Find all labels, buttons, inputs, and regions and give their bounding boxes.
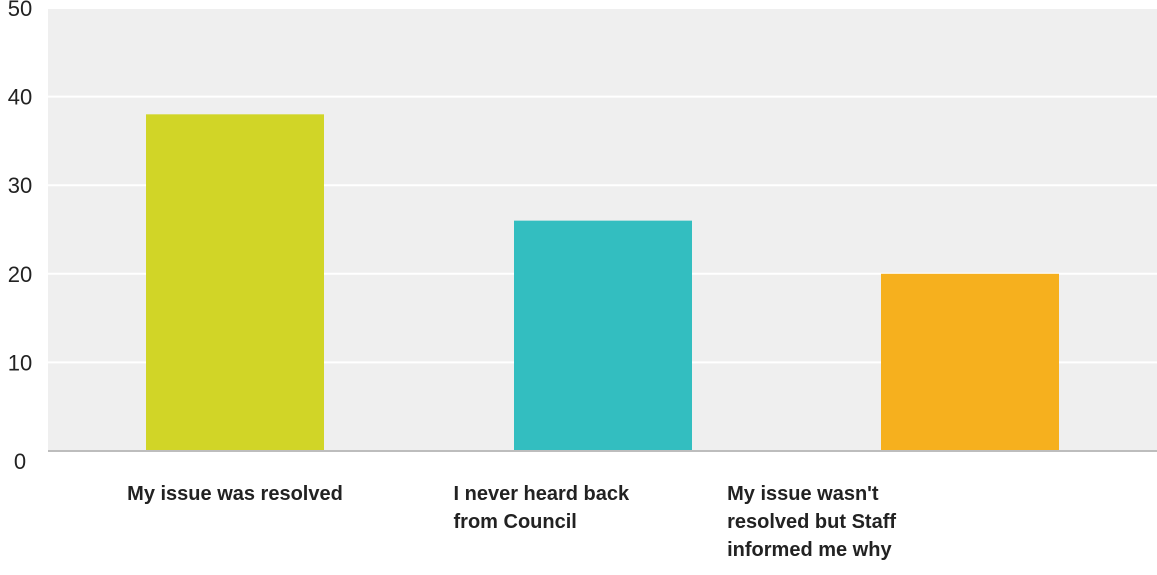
x-axis-labels: My issue was resolved I never heard back f… [127,483,896,561]
y-axis-ticks: 0 10 20 30 40 50 [8,0,32,474]
y-tick-label: 30 [8,173,32,198]
bars [146,114,1059,451]
bar [146,114,324,451]
x-tick-label-text: My issue wasn't resolved but Staff informe… [727,483,896,561]
y-tick-label: 0 [14,449,26,474]
bar [514,220,692,451]
bar [881,273,1059,451]
x-tick-label-text: My issue was resolved [127,483,343,505]
y-tick-label: 10 [8,350,32,375]
y-tick-label: 20 [8,262,32,287]
x-tick-label: My issue was resolved [127,483,343,505]
x-tick-label: My issue wasn't resolved but Staff informe… [727,483,896,561]
x-tick-label-text: I never heard back from Council [454,483,631,533]
y-tick-label: 40 [8,85,32,110]
x-tick-label: I never heard back from Council [454,483,631,533]
y-tick-label: 50 [8,0,32,21]
